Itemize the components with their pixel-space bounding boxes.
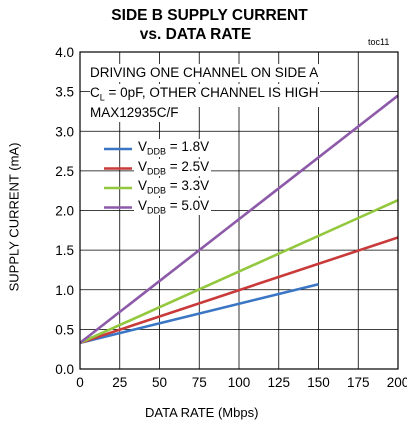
x-tick-label: 100 bbox=[228, 375, 251, 390]
y-tick-label: 2.5 bbox=[55, 164, 74, 179]
legend-sub: DDB bbox=[147, 185, 167, 196]
series-line-3 bbox=[79, 199, 399, 345]
plot-frame bbox=[79, 51, 399, 370]
x-tick-label: 75 bbox=[192, 375, 207, 390]
legend-label-text: = 3.3V bbox=[166, 178, 210, 193]
x-tick-label: 25 bbox=[112, 375, 127, 390]
annotation-line1: DRIVING ONE CHANNEL ON SIDE A bbox=[90, 64, 321, 82]
x-tick-labels: 0 25 50 75 100 125 150 175 200 bbox=[76, 375, 407, 390]
legend-v: V bbox=[138, 158, 148, 174]
x-tick-label: 150 bbox=[307, 375, 330, 390]
y-tick-label: 1.0 bbox=[55, 283, 74, 298]
annotation-cl-prefix: C bbox=[90, 85, 100, 100]
annotation-cl-sub: L bbox=[99, 92, 105, 103]
series-line-1 bbox=[79, 282, 319, 345]
annotation-line2: CL = 0pF, OTHER CHANNEL IS HIGH bbox=[90, 84, 321, 107]
x-tick-label: 200 bbox=[387, 375, 407, 390]
legend-label-text: = 1.8V bbox=[166, 139, 210, 154]
x-tick-label: 0 bbox=[76, 375, 84, 390]
series-lines bbox=[79, 94, 399, 345]
series-line-2 bbox=[79, 236, 399, 345]
legend-sub: DDB bbox=[147, 205, 167, 216]
y-tick-label: 3.0 bbox=[55, 124, 74, 139]
legend-entry: VDDB = 3.3V bbox=[134, 178, 212, 196]
y-tick-label: 2.0 bbox=[55, 204, 74, 219]
y-tick-label: 4.0 bbox=[55, 45, 74, 60]
legend-entry: VDDB = 5.0V bbox=[134, 197, 212, 216]
y-tick-label: 0.0 bbox=[55, 362, 74, 377]
legend-entry: VDDB = 2.5V bbox=[134, 158, 212, 177]
figure-code: toc11 bbox=[368, 37, 390, 47]
legend-label-text: = 2.5V bbox=[166, 158, 210, 174]
x-axis-title: DATA RATE (Mbps) bbox=[145, 405, 259, 420]
y-tick-label: 1.5 bbox=[55, 243, 74, 258]
legend-sub: DDB bbox=[147, 166, 167, 177]
legend-v: V bbox=[138, 178, 148, 193]
x-tick-label: 50 bbox=[152, 375, 167, 390]
x-tick-label: 175 bbox=[347, 375, 370, 390]
legend-v: V bbox=[138, 139, 148, 154]
y-tick-labels: 0.0 0.5 1.0 1.5 2.0 2.5 3.0 3.5 4.0 bbox=[55, 45, 74, 377]
annotation-cl-suffix: = 0pF, OTHER CHANNEL IS HIGH bbox=[104, 85, 319, 100]
x-tick-label: 125 bbox=[267, 375, 290, 390]
chart-title-line2: vs. DATA RATE bbox=[139, 26, 252, 43]
annotation-line3: MAX12935C/F bbox=[90, 104, 181, 122]
y-tick-label: 0.5 bbox=[55, 322, 74, 337]
y-tick-label: 3.5 bbox=[55, 85, 74, 100]
legend-sub: DDB bbox=[147, 146, 167, 157]
chart-title-line1: SIDE B SUPPLY CURRENT bbox=[111, 7, 308, 24]
series-line-4 bbox=[79, 94, 399, 344]
legend-label-text: = 5.0V bbox=[166, 197, 210, 213]
legend-v: V bbox=[138, 197, 148, 213]
legend-entry: VDDB = 1.8V bbox=[134, 139, 212, 157]
